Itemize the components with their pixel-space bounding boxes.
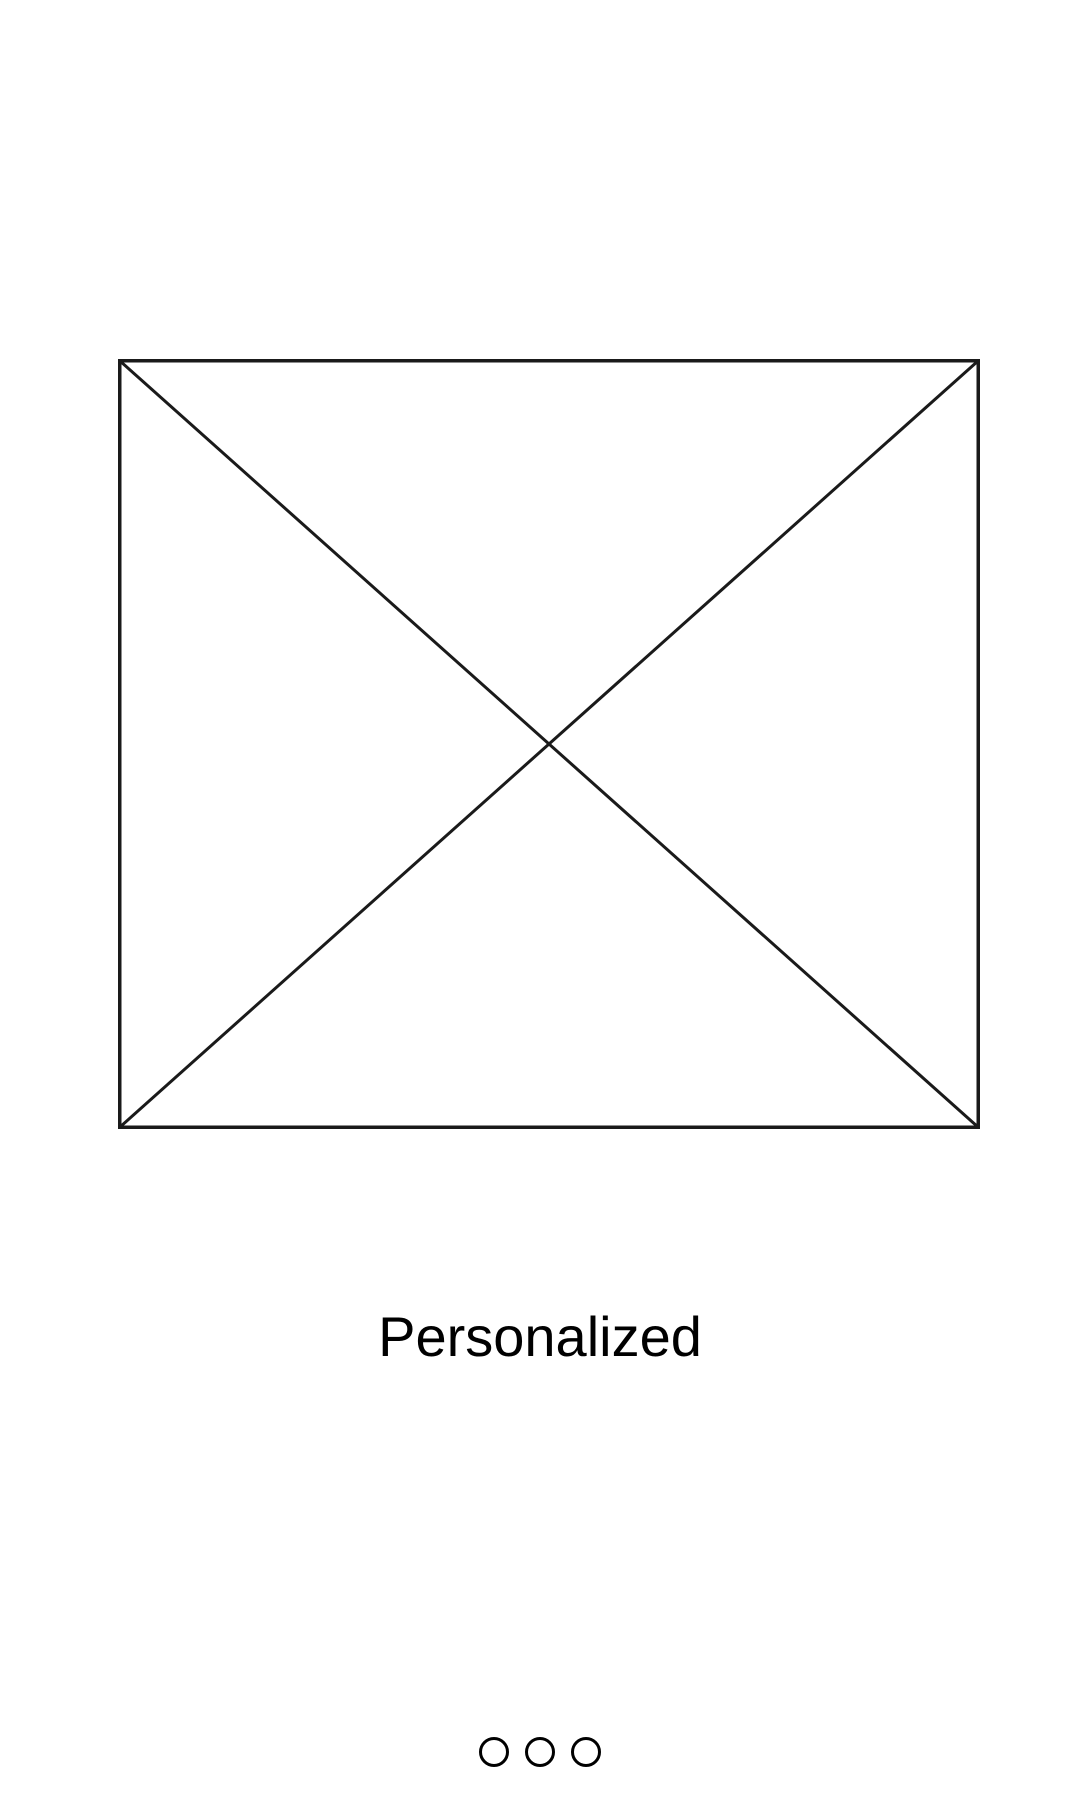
page-indicator-dot-3[interactable] (571, 1737, 601, 1767)
image-placeholder (118, 359, 980, 1129)
page-indicator-dot-2[interactable] (525, 1737, 555, 1767)
page-indicator (0, 1735, 1080, 1769)
image-placeholder-icon (118, 359, 980, 1129)
placeholder-frame (118, 359, 980, 1129)
page-indicator-dot-1[interactable] (479, 1737, 509, 1767)
page-title: Personalized (378, 1305, 702, 1368)
placeholder-diagonal-2 (118, 359, 980, 1129)
